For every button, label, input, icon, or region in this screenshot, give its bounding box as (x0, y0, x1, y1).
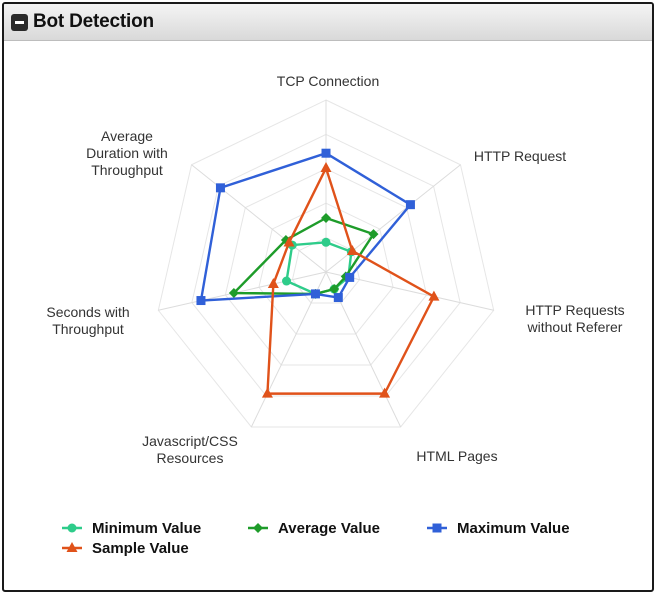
data-point (368, 229, 379, 240)
legend-item: Sample Value (62, 540, 189, 557)
legend-item: Average Value (248, 520, 380, 537)
data-point (321, 148, 331, 158)
legend-item: Maximum Value (427, 520, 570, 537)
data-point (228, 288, 239, 299)
axis-label-line: Seconds with (46, 304, 129, 320)
data-point (320, 162, 332, 173)
panel-header: Bot Detection (4, 4, 652, 41)
axis-label-line: HTTP Requests (525, 302, 624, 318)
legend-item: Minimum Value (62, 520, 201, 537)
axis-label: Javascript/CSS Resources (142, 433, 238, 466)
data-point (428, 290, 440, 301)
data-point (379, 387, 391, 398)
axis-label-line: Duration with (86, 145, 168, 161)
axis-spoke (325, 164, 461, 273)
axis-label: Average Duration with Throughput (86, 128, 168, 178)
series-line (199, 151, 413, 302)
data-point (405, 200, 415, 210)
axis-label: HTTP Request (474, 148, 566, 164)
axis-label-line: Throughput (91, 162, 163, 178)
data-point (196, 296, 206, 306)
series-line (231, 216, 376, 296)
grid-ring (157, 99, 495, 428)
data-point (321, 213, 331, 223)
legend-marker (432, 523, 442, 533)
series-average-value (228, 213, 379, 299)
data-point (345, 272, 355, 282)
series-sample-value (261, 162, 440, 398)
axis-label: Seconds with Throughput (46, 304, 129, 337)
data-point (283, 236, 295, 247)
legend-label: Maximum Value (457, 520, 570, 537)
legend-label: Minimum Value (92, 520, 201, 537)
grid-ring (224, 168, 428, 366)
data-point (329, 284, 340, 295)
axis-label: TCP Connection (277, 73, 379, 89)
axis-label-line: Throughput (52, 321, 124, 337)
series-maximum-value (196, 148, 415, 306)
series-line (266, 164, 436, 395)
axis-spoke (191, 164, 327, 273)
axis-label-line: Resources (157, 450, 224, 466)
panel-title: Bot Detection (33, 11, 154, 32)
collapse-minus-icon[interactable] (11, 14, 28, 31)
axis-label-line: HTTP Request (474, 148, 566, 164)
axis-label-line: HTML Pages (416, 448, 497, 464)
data-point (261, 387, 273, 398)
data-point (282, 276, 292, 286)
axis-label-line: TCP Connection (277, 73, 379, 89)
legend-label: Average Value (278, 520, 380, 537)
axis-label-line: Javascript/CSS (142, 433, 238, 449)
legend-marker (253, 523, 263, 533)
data-point (346, 244, 358, 255)
data-point (333, 293, 343, 303)
data-point (215, 183, 225, 193)
legend-label: Sample Value (92, 540, 189, 557)
data-point (310, 289, 320, 299)
legend: Minimum Value Average Value Maximum Value S… (62, 520, 570, 557)
data-point (267, 278, 279, 289)
legend-marker (67, 523, 77, 533)
data-point (321, 237, 331, 247)
axis-label-line: Average (101, 128, 153, 144)
axis-spoke (158, 271, 327, 311)
legend-marker (66, 542, 78, 552)
axis-label-line: without Referer (527, 319, 623, 335)
axis-label: HTML Pages (416, 448, 497, 464)
axis-label: HTTP Requests without Referer (525, 302, 624, 335)
grid-ring (191, 133, 461, 397)
